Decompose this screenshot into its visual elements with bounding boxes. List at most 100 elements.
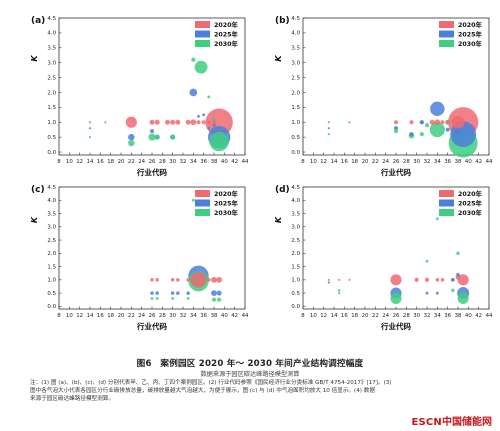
legend-label: 2020年 [458,189,483,198]
bubble [393,129,399,134]
x-tick-label: 30 [413,159,420,165]
legend-swatch [195,40,210,47]
note-line-1: 注：(1) 图 (a)、(b)、(c)、(d) 分别代表甲、乙、丙、丁四个案例园… [30,380,392,386]
bubble [186,296,190,300]
bubble [440,120,445,125]
bubble [390,292,402,304]
x-tick-label: 16 [97,313,104,319]
x-tick-label: 42 [231,159,238,165]
bubble [419,132,424,137]
x-axis-label: 行业代码 [380,167,411,177]
y-tick-label: 0.5 [47,135,56,141]
y-tick-label: 3.0 [291,225,300,231]
x-tick-label: 36 [200,313,207,319]
x-tick-label: 40 [221,159,228,165]
bubble [88,136,92,139]
bubble [211,276,217,283]
bubble [175,119,181,125]
bubble [440,278,445,282]
legend-swatch [439,209,454,216]
x-tick-label: 10 [66,159,73,165]
x-tick-label: 26 [149,313,156,319]
legend-label: 2020年 [458,20,483,29]
bubble [211,297,217,302]
x-tick-label: 16 [341,159,348,165]
x-tick-label: 42 [475,313,482,319]
x-tick-label: 26 [393,159,400,165]
y-axis-label: K [30,55,39,62]
bubble [393,126,399,131]
bubble [414,277,419,282]
bubble [170,119,176,125]
bubble [189,88,198,97]
y-tick-label: 0.5 [291,135,300,141]
panel-label: (d) [275,185,290,195]
x-tick-label: 22 [128,159,135,165]
x-tick-label: 44 [486,159,493,165]
y-tick-label: 1.5 [291,264,300,270]
x-tick-label: 16 [341,313,348,319]
y-tick-label: 2.0 [47,251,56,257]
watermark-name: 中国储能网 [442,417,492,428]
bubble [393,120,399,125]
bubble [217,297,222,302]
x-tick-label: 32 [424,159,431,165]
x-tick-label: 34 [434,159,441,165]
y-tick-label: 3.5 [47,211,56,217]
x-tick-label: 42 [231,313,238,319]
bubble [171,296,175,300]
bubble [451,288,455,293]
y-tick-label: 0.0 [291,150,300,156]
bubble [456,251,460,256]
legend-swatch [439,190,454,197]
bubble [176,278,180,282]
escn-watermark: ESCN中国储能网 [411,413,492,428]
bubble [424,277,430,282]
bubble [128,133,135,141]
note-line-3: 来源于园区碳达峰路径模型测算。 [30,396,114,403]
x-axis-label: 行业代码 [136,167,167,177]
bubble [216,290,222,296]
bubble [191,198,195,202]
x-tick-label: 14 [87,159,94,165]
bubble [327,127,330,130]
x-tick-label: 22 [128,313,135,319]
bubble [170,134,176,140]
bubble [212,123,216,127]
y-tick-label: 1.0 [47,278,56,284]
y-tick-label: 3.0 [47,225,56,231]
bubble [176,291,180,295]
bubble [88,121,92,124]
x-tick-label: 12 [320,313,327,319]
bubble [154,119,160,125]
x-tick-label: 44 [486,313,493,319]
bubble [185,119,191,125]
legend-label: 2025年 [214,30,239,39]
x-tick-label: 14 [331,159,338,165]
x-tick-label: 40 [465,313,472,319]
bubble [425,259,429,263]
bubble [445,120,450,125]
x-tick-label: 40 [465,159,472,165]
figure-panels: (a)0.00.51.01.52.02.53.03.54.04.58 10 12 14… [30,16,493,331]
legend-swatch [195,30,210,38]
bubble [457,292,469,304]
panel-label: (c) [31,185,45,195]
y-axis-label: K [274,216,283,223]
legend-label: 2030年 [214,208,239,217]
x-tick-label: 16 [97,159,104,165]
bubble [207,278,211,282]
x-tick-label: 20 [118,159,125,165]
x-tick-label: 20 [118,313,125,319]
x-tick-label: 32 [180,159,187,165]
bubble [435,278,440,282]
chart-panel-0: (a) 0.0 0.5 1.0 1.5 2.0 2.5 3.0 3.5 4.0 4.5 8 10 12 14… [30,16,249,177]
y-tick-label: 4.0 [291,198,300,204]
bubble [88,127,92,130]
x-tick-label: 34 [190,159,197,165]
x-tick-label: 8 [57,313,61,319]
y-tick-label: 2.5 [291,75,300,81]
x-tick-label: 20 [362,159,369,165]
y-tick-label: 4.5 [47,185,56,191]
x-tick-label: 24 [138,159,145,165]
